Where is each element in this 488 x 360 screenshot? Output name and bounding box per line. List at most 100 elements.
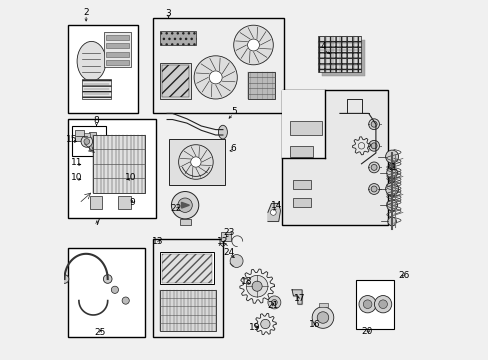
Ellipse shape [218, 125, 227, 139]
Circle shape [194, 56, 237, 99]
Circle shape [370, 143, 376, 149]
Text: 12: 12 [217, 237, 228, 246]
Bar [160, 63, 190, 99]
Text: 5: 5 [230, 107, 236, 116]
Text: 10: 10 [125, 173, 137, 182]
Text: 25: 25 [95, 328, 106, 337]
Bar [104, 32, 131, 67]
Circle shape [317, 312, 328, 323]
Bar [289, 146, 312, 157]
Circle shape [370, 165, 376, 170]
Text: 22: 22 [170, 204, 182, 212]
Polygon shape [267, 203, 280, 221]
Circle shape [386, 167, 397, 178]
Circle shape [378, 300, 386, 309]
Text: 20: 20 [361, 327, 372, 336]
Bar [68, 119, 156, 218]
Bar [282, 90, 324, 158]
Text: 2: 2 [83, 8, 89, 17]
Circle shape [385, 183, 398, 195]
Bar [152, 18, 284, 113]
Polygon shape [291, 290, 302, 304]
Bar [221, 232, 231, 241]
Bar [160, 31, 196, 45]
Bar [118, 196, 131, 209]
Bar [318, 36, 361, 72]
Circle shape [368, 119, 379, 130]
Circle shape [368, 140, 379, 151]
Circle shape [103, 275, 112, 283]
Circle shape [370, 186, 376, 192]
Bar [106, 51, 129, 57]
Circle shape [260, 319, 269, 329]
Bar [292, 180, 310, 189]
Circle shape [386, 200, 397, 211]
Circle shape [368, 184, 379, 194]
Circle shape [388, 177, 394, 183]
Text: 21: 21 [267, 301, 279, 310]
Circle shape [60, 275, 69, 283]
Circle shape [374, 296, 391, 313]
Text: 24: 24 [223, 248, 234, 257]
Ellipse shape [77, 41, 106, 81]
Circle shape [84, 139, 89, 144]
Bar [162, 254, 212, 283]
Text: 17: 17 [293, 294, 305, 303]
Bar [247, 72, 275, 99]
Bar [106, 35, 129, 40]
Circle shape [111, 286, 118, 293]
Text: 10: 10 [70, 173, 82, 182]
Text: 19: 19 [248, 323, 260, 332]
Circle shape [388, 220, 394, 226]
Circle shape [230, 255, 243, 267]
Bar [152, 239, 223, 337]
Bar [72, 126, 105, 156]
Text: 14: 14 [271, 201, 282, 210]
Bar [160, 290, 215, 331]
Text: 16: 16 [308, 320, 320, 329]
Bar [88, 132, 96, 150]
Circle shape [271, 300, 277, 305]
Bar [160, 252, 213, 284]
Bar [168, 139, 224, 185]
Circle shape [178, 198, 192, 212]
Bar [93, 135, 145, 193]
Text: 23: 23 [223, 228, 234, 237]
Text: 8: 8 [94, 116, 99, 125]
Bar [321, 40, 365, 76]
Circle shape [246, 275, 267, 297]
Circle shape [233, 25, 273, 65]
Circle shape [368, 162, 379, 173]
Bar [68, 248, 145, 337]
Bar [162, 65, 188, 97]
Circle shape [247, 39, 259, 51]
Circle shape [190, 157, 201, 167]
Bar [106, 43, 129, 48]
Text: 7: 7 [94, 218, 100, 227]
Circle shape [358, 296, 375, 313]
Text: 3: 3 [165, 9, 171, 18]
Circle shape [370, 121, 376, 127]
Circle shape [270, 210, 276, 215]
Bar [318, 303, 327, 307]
Bar [84, 133, 90, 137]
Circle shape [251, 281, 262, 291]
Bar [68, 25, 138, 113]
Bar [355, 280, 393, 329]
Text: 6: 6 [230, 144, 236, 153]
Bar [282, 90, 387, 225]
Text: 9: 9 [129, 198, 135, 207]
Circle shape [122, 297, 129, 304]
Circle shape [171, 192, 199, 219]
Circle shape [388, 206, 394, 212]
Bar [82, 79, 111, 99]
Circle shape [267, 296, 280, 309]
Circle shape [178, 145, 213, 179]
Text: 4: 4 [320, 42, 326, 51]
Bar [292, 198, 310, 207]
Bar [289, 121, 321, 135]
Polygon shape [181, 202, 189, 208]
Text: 26: 26 [398, 271, 409, 280]
Circle shape [387, 217, 396, 226]
Circle shape [81, 136, 92, 147]
